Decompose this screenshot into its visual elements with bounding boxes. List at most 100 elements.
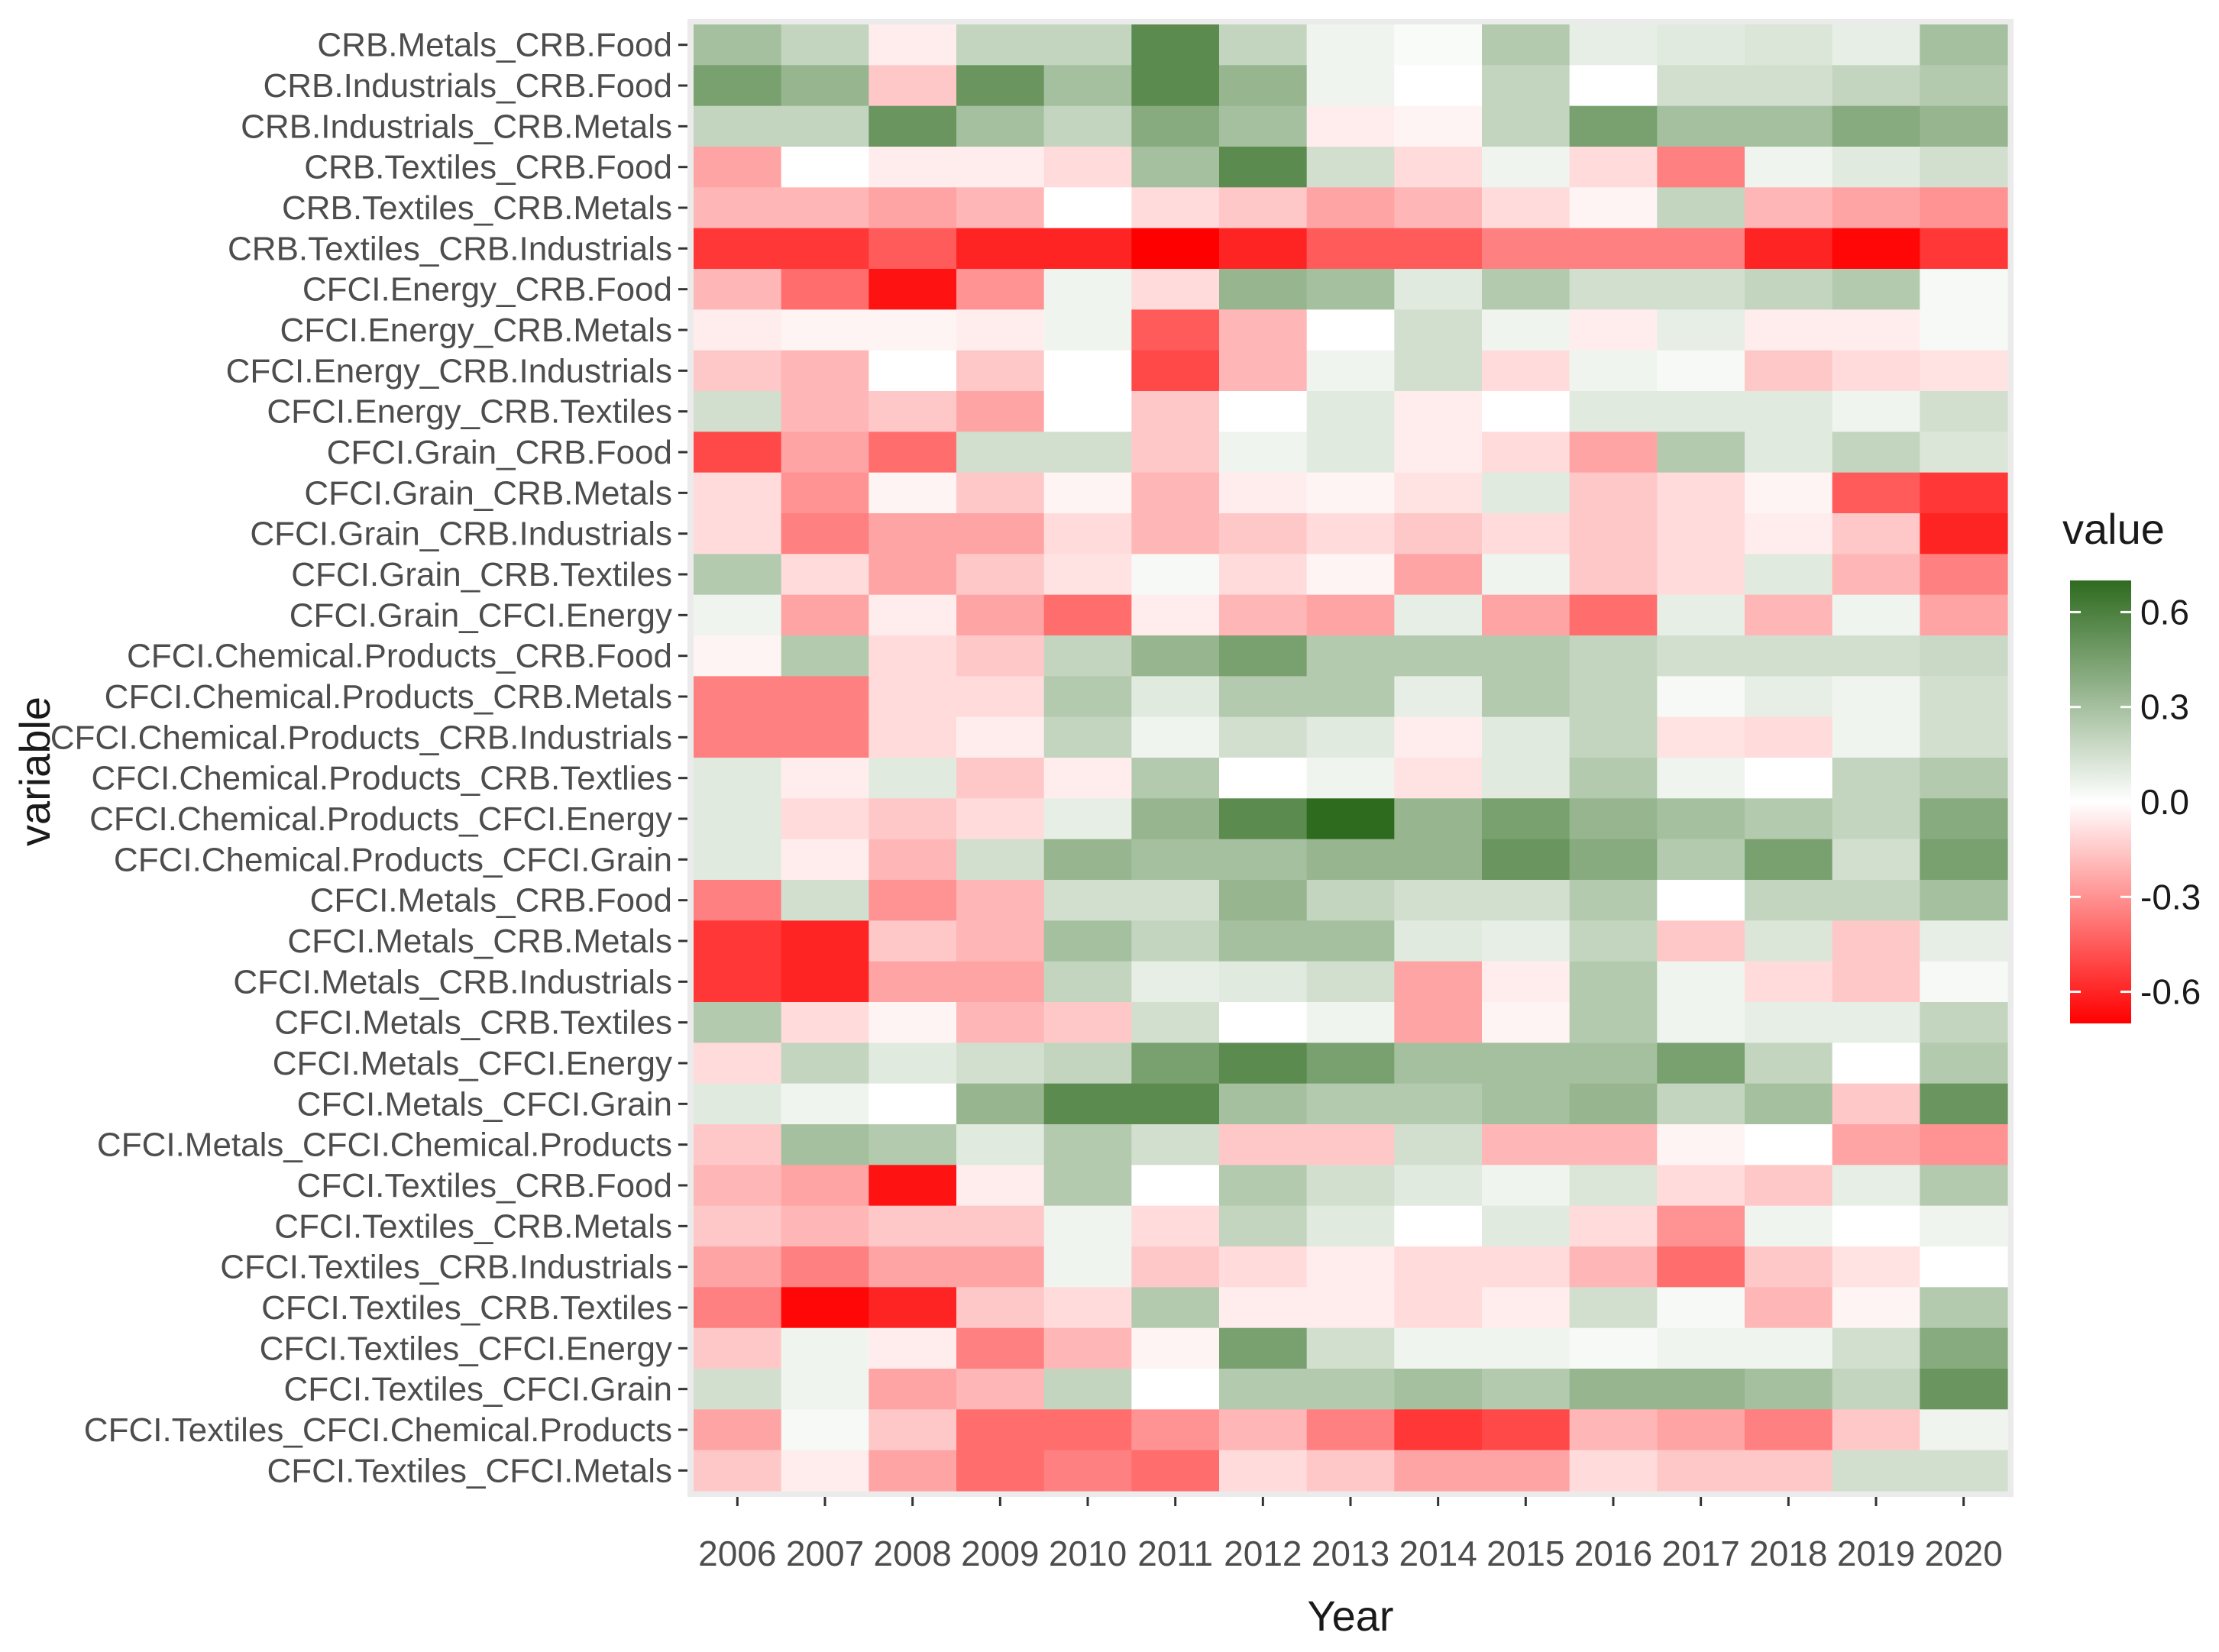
heatmap-cell bbox=[869, 716, 957, 758]
heatmap-cell bbox=[1920, 716, 2008, 758]
heatmap-cell bbox=[956, 1083, 1045, 1125]
heatmap-cell bbox=[1394, 961, 1483, 1003]
heatmap-cell bbox=[781, 24, 869, 66]
heatmap-cell bbox=[1657, 1043, 1745, 1085]
heatmap-cell bbox=[1131, 554, 1220, 596]
heatmap-cell bbox=[1043, 554, 1132, 596]
heatmap-cell bbox=[1306, 309, 1395, 351]
heatmap-cell bbox=[1131, 961, 1220, 1003]
heatmap-cell bbox=[956, 24, 1045, 66]
heatmap-cell bbox=[1219, 880, 1308, 921]
heatmap-cell bbox=[1219, 594, 1308, 636]
heatmap-cell bbox=[781, 716, 869, 758]
heatmap-cell bbox=[1131, 350, 1220, 392]
y-tick-label: CFCI.Chemical.Products_CRB.Textlies bbox=[92, 760, 672, 797]
legend-title: value bbox=[2062, 505, 2165, 553]
heatmap-cell bbox=[1219, 24, 1308, 66]
heatmap-cell bbox=[694, 920, 782, 962]
heatmap-cell bbox=[781, 635, 869, 677]
heatmap-cell bbox=[1306, 1246, 1395, 1288]
heatmap-cell bbox=[1920, 1287, 2008, 1329]
heatmap-cell bbox=[1394, 920, 1483, 962]
heatmap-cell bbox=[1920, 147, 2008, 188]
heatmap-cell bbox=[1394, 269, 1483, 310]
heatmap-cell bbox=[694, 1246, 782, 1288]
x-tick-label: 2010 bbox=[1049, 1534, 1127, 1573]
heatmap-cell bbox=[1920, 432, 2008, 474]
heatmap-cell bbox=[1306, 472, 1395, 514]
heatmap-cell bbox=[1832, 1287, 1920, 1329]
heatmap-cell bbox=[869, 391, 957, 432]
heatmap-cell bbox=[1131, 1369, 1220, 1410]
heatmap-cell bbox=[1657, 1327, 1745, 1369]
heatmap-cell bbox=[1482, 24, 1570, 66]
x-tick-label: 2008 bbox=[873, 1534, 951, 1573]
heatmap-cell bbox=[956, 798, 1045, 840]
heatmap-cell bbox=[1745, 1246, 1833, 1288]
heatmap-cell bbox=[869, 1287, 957, 1329]
x-axis-title: Year bbox=[1307, 1592, 1393, 1640]
heatmap-cell bbox=[1745, 513, 1833, 554]
heatmap-cell bbox=[869, 554, 957, 596]
heatmap-cell bbox=[1745, 391, 1833, 432]
heatmap-cell bbox=[1394, 798, 1483, 840]
heatmap-cell bbox=[1920, 798, 2008, 840]
heatmap-cell bbox=[1306, 1369, 1395, 1410]
heatmap-cell bbox=[869, 350, 957, 392]
heatmap-cell bbox=[869, 1083, 957, 1125]
heatmap-cell bbox=[1920, 1409, 2008, 1451]
heatmap-cell bbox=[781, 676, 869, 718]
y-tick-label: CFCI.Energy_CRB.Food bbox=[302, 271, 672, 309]
heatmap-cell bbox=[694, 676, 782, 718]
heatmap-cell bbox=[956, 1205, 1045, 1247]
heatmap-cell bbox=[1306, 391, 1395, 432]
heatmap-cell bbox=[1920, 1450, 2008, 1492]
heatmap-cell bbox=[1394, 1043, 1483, 1085]
heatmap-cell bbox=[1657, 391, 1745, 432]
heatmap-cell bbox=[1219, 472, 1308, 514]
heatmap-cell bbox=[1482, 880, 1570, 921]
heatmap-cell bbox=[1657, 187, 1745, 229]
heatmap-cell bbox=[1043, 716, 1132, 758]
heatmap-cell bbox=[1657, 472, 1745, 514]
heatmap-cell bbox=[1131, 839, 1220, 881]
heatmap-cell bbox=[1745, 716, 1833, 758]
heatmap-cell bbox=[781, 758, 869, 799]
heatmap-cell bbox=[1569, 65, 1658, 107]
heatmap-cell bbox=[1657, 961, 1745, 1003]
heatmap-cell bbox=[1482, 798, 1570, 840]
heatmap-cell bbox=[1657, 880, 1745, 921]
heatmap-cell bbox=[1657, 676, 1745, 718]
heatmap-cell bbox=[781, 105, 869, 147]
heatmap-cell bbox=[1657, 1205, 1745, 1247]
heatmap-cell bbox=[1482, 350, 1570, 392]
heatmap-cell bbox=[956, 228, 1045, 270]
heatmap-cell bbox=[1920, 1002, 2008, 1043]
heatmap-cell bbox=[1131, 1124, 1220, 1165]
heatmap-cell bbox=[956, 961, 1045, 1003]
heatmap-cell bbox=[1832, 1246, 1920, 1288]
heatmap-cell bbox=[869, 880, 957, 921]
heatmap-cell bbox=[1832, 147, 1920, 188]
heatmap-cell bbox=[1306, 839, 1395, 881]
heatmap-cell bbox=[1745, 839, 1833, 881]
heatmap-cell bbox=[1394, 1165, 1483, 1207]
heatmap-cell bbox=[1043, 1165, 1132, 1207]
heatmap-cell bbox=[1043, 839, 1132, 881]
heatmap-cell bbox=[1832, 758, 1920, 799]
heatmap-cell bbox=[1482, 513, 1570, 554]
heatmap-cell bbox=[1043, 1124, 1132, 1165]
heatmap-cell bbox=[1569, 676, 1658, 718]
heatmap-cell bbox=[1569, 880, 1658, 921]
heatmap-cell bbox=[1482, 635, 1570, 677]
heatmap-cell bbox=[1657, 269, 1745, 310]
y-tick-label: CFCI.Metals_CRB.Textiles bbox=[274, 1004, 672, 1042]
x-tick-label: 2020 bbox=[1924, 1534, 2002, 1573]
heatmap-cell bbox=[1394, 1083, 1483, 1125]
heatmap-cell bbox=[1745, 147, 1833, 188]
heatmap-cell bbox=[1832, 1369, 1920, 1410]
heatmap-cell bbox=[1219, 758, 1308, 799]
heatmap-cell bbox=[1657, 65, 1745, 107]
heatmap-cell bbox=[869, 758, 957, 799]
y-tick-label: CFCI.Textiles_CRB.Industrials bbox=[220, 1249, 672, 1286]
